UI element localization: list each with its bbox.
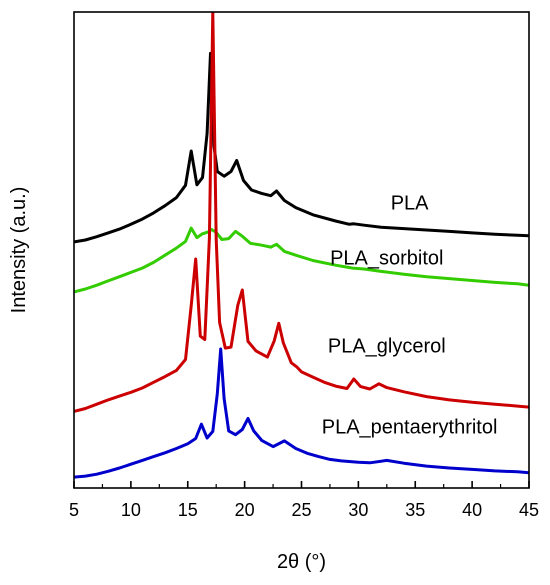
x-tick-label-15: 15 bbox=[178, 500, 198, 520]
series-label-pla-pentaerythritol: PLA_pentaerythritol bbox=[322, 416, 498, 438]
x-tick-label-40: 40 bbox=[462, 500, 482, 520]
x-tick-label-35: 35 bbox=[405, 500, 425, 520]
x-tick-label-20: 20 bbox=[235, 500, 255, 520]
x-axis: 5 10 15 20 25 30 35 40 45 bbox=[69, 481, 539, 520]
series-label-pla: PLA bbox=[391, 193, 429, 215]
series-label-pla-sorbitol: PLA_sorbitol bbox=[330, 247, 443, 269]
x-tick-label-45: 45 bbox=[519, 500, 539, 520]
series-line-pla-sorbitol bbox=[74, 226, 529, 294]
series-line-pla bbox=[74, 51, 529, 244]
series-line-pla-glycerol bbox=[74, 12, 529, 413]
x-tick-label-30: 30 bbox=[348, 500, 368, 520]
x-tick-label-25: 25 bbox=[291, 500, 311, 520]
x-tick-label-5: 5 bbox=[69, 500, 79, 520]
series-labels: PLA PLA_sorbitol PLA_glycerol PLA_pentaeryt… bbox=[322, 193, 498, 439]
series-line-pla-pentaerythritol bbox=[74, 347, 529, 479]
series-label-pla-glycerol: PLA_glycerol bbox=[328, 335, 446, 357]
y-axis-title: Intensity (a.u.) bbox=[8, 187, 30, 314]
x-axis-title: 2θ (°) bbox=[277, 551, 326, 573]
series-layer bbox=[74, 12, 529, 479]
x-tick-label-10: 10 bbox=[121, 500, 141, 520]
